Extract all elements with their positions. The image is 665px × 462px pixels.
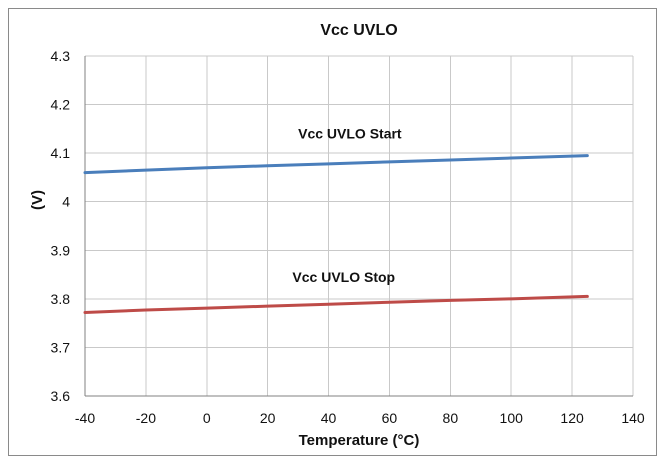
y-tick-label: 4.2	[51, 97, 71, 113]
x-tick-label: 20	[260, 410, 276, 426]
x-tick-label: 60	[382, 410, 398, 426]
series-line-vcc-uvlo-start	[83, 154, 589, 175]
x-tick-label: -40	[75, 410, 95, 426]
series-line-vcc-uvlo-stop	[83, 294, 589, 314]
y-tick-label: 4.1	[51, 145, 71, 161]
x-tick-label: 40	[321, 410, 337, 426]
x-tick-label: 140	[621, 410, 645, 426]
y-tick-label: 4	[62, 194, 70, 210]
x-tick-label: -20	[136, 410, 156, 426]
y-gridlines	[85, 55, 633, 348]
y-tick-label: 3.6	[51, 388, 71, 404]
x-tick-label: 120	[560, 410, 584, 426]
x-axis-title: Temperature (°C)	[299, 432, 420, 449]
y-axis-title: (V)	[29, 190, 46, 210]
x-tick-label: 100	[500, 410, 524, 426]
y-tick-labels: 3.6 3.7 3.8 3.9 4 4.1 4.2 4.3	[51, 48, 71, 404]
y-tick-label: 4.3	[51, 48, 71, 64]
annotation-layer: Vcc UVLO Start Vcc UVLO Stop	[292, 126, 402, 285]
x-gridlines	[145, 56, 634, 396]
chart-title: Vcc UVLO	[320, 22, 397, 39]
y-tick-label: 3.8	[51, 291, 71, 307]
x-tick-label: 0	[203, 410, 211, 426]
y-tick-label: 3.9	[51, 242, 71, 258]
y-tick-label: 3.7	[51, 339, 71, 355]
x-tick-labels: -40 -20 0 20 40 60 80 100 120 140	[75, 410, 645, 426]
plot-area	[85, 56, 633, 396]
annotation-vcc-uvlo-start: Vcc UVLO Start	[298, 126, 402, 142]
annotation-vcc-uvlo-stop: Vcc UVLO Stop	[292, 269, 395, 285]
x-tick-label: 80	[443, 410, 459, 426]
series-layer	[83, 154, 589, 314]
